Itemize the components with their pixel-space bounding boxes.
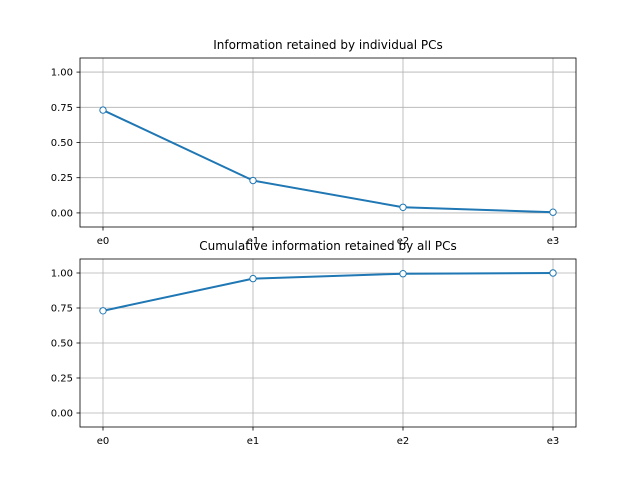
series-line	[101, 271, 555, 312]
y-tick-label: 0.75	[51, 304, 73, 315]
chart-title-individual: Information retained by individual PCs	[213, 38, 443, 52]
x-tick-label: e0	[97, 436, 110, 447]
y-tick-label: 0.00	[51, 208, 73, 219]
data-point-e1	[249, 176, 257, 185]
y-tick-label: 0.50	[51, 138, 73, 149]
data-point-e3	[549, 269, 557, 277]
y-tick-label: 1.00	[51, 68, 73, 79]
chart-individual-pcs: e0 e1 e2 e3 0.00 0.25 0.50 0.75 1.00 Information …	[51, 38, 577, 247]
y-tick-label: 0.50	[51, 339, 73, 350]
y-tick-label: 0.25	[51, 374, 73, 385]
y-tick-label: 1.00	[51, 269, 73, 280]
data-point-e2	[399, 270, 407, 278]
x-tick-label: e1	[247, 236, 260, 247]
data-point-e0	[99, 106, 107, 114]
data-point-e1	[249, 274, 257, 283]
x-tick-label: e2	[397, 236, 410, 247]
data-point-e0	[99, 307, 107, 315]
x-tick-label: e3	[547, 436, 560, 447]
x-tick-label: e1	[247, 436, 260, 447]
y-tick-label: 0.00	[51, 409, 73, 420]
chart-cumulative-pcs: e0 e1 e2 e3 0.00 0.25 0.50 0.75 1.00 Cumulative i…	[51, 239, 577, 447]
y-tick-label: 0.75	[51, 103, 73, 114]
x-tick-label: e0	[97, 236, 110, 247]
series-line	[101, 108, 555, 214]
data-point-e3	[549, 208, 557, 216]
x-tick-label: e3	[547, 236, 560, 247]
data-point-e2	[399, 203, 407, 211]
chart-title-cumulative: Cumulative information retained by all P…	[199, 239, 456, 253]
x-tick-label: e2	[397, 436, 410, 447]
y-tick-label: 0.25	[51, 173, 73, 184]
